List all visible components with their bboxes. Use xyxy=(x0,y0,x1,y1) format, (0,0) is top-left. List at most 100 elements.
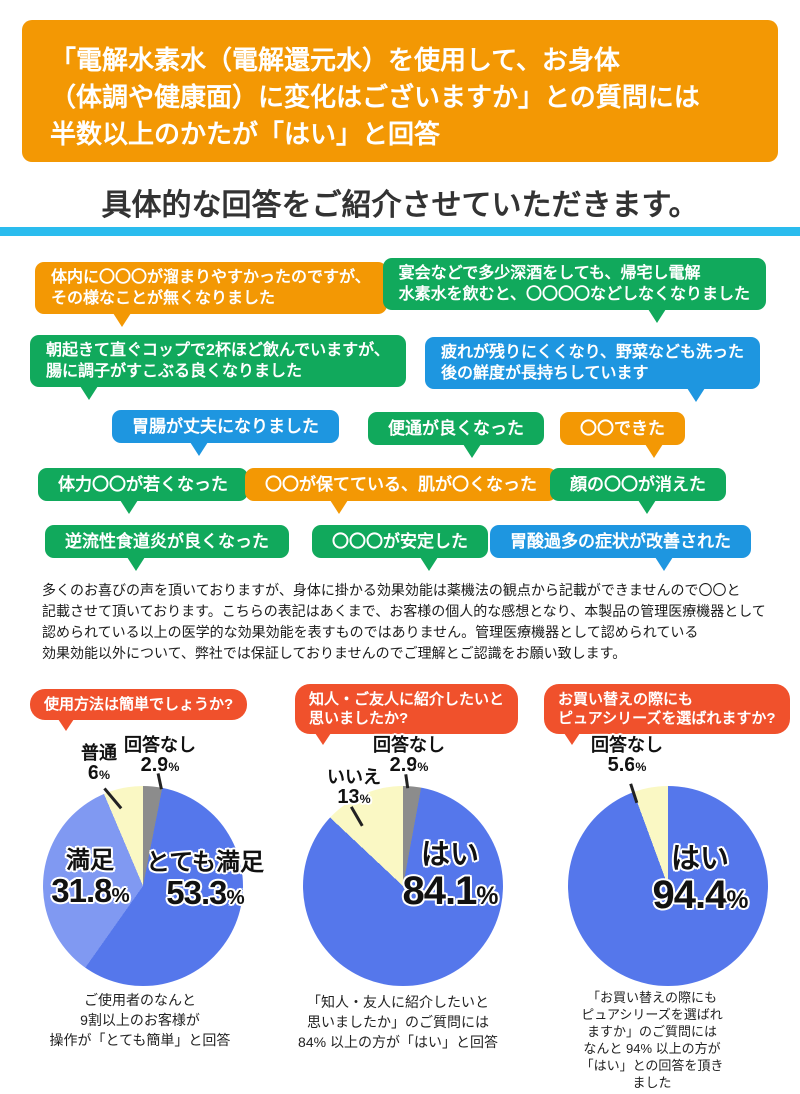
bubble-tail xyxy=(190,442,208,456)
pie-chart-repurchase xyxy=(568,786,768,986)
bubble-tail xyxy=(647,309,666,323)
bubble-tail xyxy=(686,388,705,402)
slice-value-number: 84.1 xyxy=(402,869,478,913)
chart2-caption: 「知人・友人に紹介したいと 思いましたか」のご質問には 84% 以上の方が「はい… xyxy=(298,994,498,1050)
slice-name: はい xyxy=(420,839,480,871)
slice-value: 94.4% xyxy=(652,873,749,921)
slice-value: 13% xyxy=(327,787,381,810)
testimonial-bubble: 逆流性食道炎が良くなった xyxy=(45,525,289,571)
pie3-label-yes: はい 94.4% xyxy=(652,843,749,921)
slice-value-number: 13 xyxy=(337,786,360,808)
testimonial-bubble: 胃酸過多の症状が改善された xyxy=(490,525,751,571)
slice-name: はい xyxy=(670,843,730,875)
slice-value: 6% xyxy=(81,763,117,786)
ribbon-tail xyxy=(315,733,331,745)
testimonial-text: 体力〇〇が若くなった xyxy=(58,475,228,494)
slice-value-number: 31.8 xyxy=(51,872,112,909)
slice-value-number: 53.3 xyxy=(166,874,227,911)
disclaimer-text: 多くのお喜びの声を頂いておりますが、身体に掛かる効果効能は薬機法の観点から記載が… xyxy=(42,582,766,661)
section-title: 具体的な回答をご紹介させていただきます。 xyxy=(101,189,699,222)
pie3-label-no-answer: 回答なし 5.6% xyxy=(591,736,663,778)
testimonial-text: 宴会などで多少深酒をしても、帰宅し電解 水素水を飲むと、〇〇〇〇などしなくなりま… xyxy=(398,265,750,303)
slice-value-number: 5.6 xyxy=(607,754,636,776)
slice-value-number: 2.9 xyxy=(389,754,418,776)
bubble-tail xyxy=(420,557,438,571)
slice-name: 満足 xyxy=(65,847,114,874)
testimonial-bubble: 疲れが残りにくくなり、野菜なども洗った 後の鮮度が長持ちしています xyxy=(424,337,760,402)
pie-chart-recommend xyxy=(303,786,503,986)
slice-name: 回答なし xyxy=(591,735,663,755)
testimonial-text: 便通が良くなった xyxy=(388,419,524,438)
testimonial-bubble: 〇〇〇が安定した xyxy=(312,525,488,571)
chart-question-text: 使用方法は簡単でしょうか? xyxy=(44,696,234,713)
bubble-tail xyxy=(645,444,663,458)
bubble-tail xyxy=(120,500,138,514)
pie-chart-usability xyxy=(43,786,243,986)
percent-sign: % xyxy=(226,886,245,909)
slice-name: とても満足 xyxy=(145,849,265,876)
percent-sign: % xyxy=(359,792,371,806)
testimonial-text: 逆流性食道炎が良くなった xyxy=(65,532,269,551)
testimonial-bubble: 顔の〇〇が消えた xyxy=(550,468,726,514)
testimonial-bubble: 体内に〇〇〇が溜まりやすかったのですが、 その様なことが無くなりました xyxy=(35,262,387,327)
testimonial-text: 〇〇が保てている、肌が〇くなった xyxy=(265,475,537,494)
chart1-caption: ご使用者のなんと 9割以上のお客様が 操作が「とても簡単」と回答 xyxy=(49,992,231,1048)
testimonial-text: 胃腸が丈夫になりました xyxy=(132,417,319,436)
testimonial-bubble: 〇〇が保てている、肌が〇くなった xyxy=(245,468,557,514)
percent-sign: % xyxy=(111,884,130,907)
slice-value: 5.6% xyxy=(591,755,663,778)
testimonial-bubble: 朝起きて直ぐコップで2杯ほど飲んでいますが、 腸に調子がすこぶる良くなりました xyxy=(30,335,406,400)
testimonial-text: 朝起きて直ぐコップで2杯ほど飲んでいますが、 腸に調子がすこぶる良くなりました xyxy=(46,342,390,380)
bubble-tail xyxy=(655,557,673,571)
testimonial-bubble: 胃腸が丈夫になりました xyxy=(112,410,339,456)
bubble-tail xyxy=(638,500,656,514)
percent-sign: % xyxy=(635,760,647,774)
chart-question-text: 知人・ご友人に紹介したいと 思いましたか? xyxy=(309,691,505,727)
pie2-label-no: いいえ 13% xyxy=(327,768,381,810)
chart2-question-ribbon: 知人・ご友人に紹介したいと 思いましたか? xyxy=(295,684,519,745)
slice-value-number: 94.4 xyxy=(652,873,728,917)
percent-sign: % xyxy=(168,760,180,774)
slice-value: 53.3% xyxy=(146,876,264,915)
headline-banner: 「電解水素水（電解還元水）を使用して、お身体 （体調や健康面）に変化はございます… xyxy=(22,20,778,162)
slice-value-number: 6 xyxy=(87,762,100,784)
percent-sign: % xyxy=(99,768,111,782)
testimonial-bubble: 便通が良くなった xyxy=(368,412,544,458)
testimonial-text: 疲れが残りにくくなり、野菜なども洗った 後の鮮度が長持ちしています xyxy=(440,344,744,382)
slice-value: 2.9% xyxy=(373,755,445,778)
pie1-label-very-satisfied: とても満足 53.3% xyxy=(146,849,264,915)
bubble-tail xyxy=(463,444,481,458)
slice-name: 普通 xyxy=(81,743,117,763)
slice-name: 回答なし xyxy=(373,735,445,755)
testimonial-bubble: 体力〇〇が若くなった xyxy=(38,468,248,514)
chart3-caption: 「お買い替えの際にも ピュアシリーズを選ばれ ますか」のご質問には なんと 94… xyxy=(580,990,724,1090)
pie1-label-satisfied: 満足 31.8% xyxy=(51,847,130,913)
chart3-question-ribbon: お買い替えの際にも ピュアシリーズを選ばれますか? xyxy=(544,684,790,745)
slice-value: 2.9% xyxy=(124,755,196,778)
slice-value: 84.1% xyxy=(402,869,499,917)
percent-sign: % xyxy=(476,883,498,910)
slice-value: 31.8% xyxy=(51,872,130,913)
testimonial-bubble: 〇〇できた xyxy=(560,412,685,458)
chart1-question-ribbon: 使用方法は簡単でしょうか? xyxy=(30,689,248,731)
percent-sign: % xyxy=(726,887,748,914)
chart-question-text: お買い替えの際にも ピュアシリーズを選ばれますか? xyxy=(558,691,776,727)
testimonial-text: 〇〇〇が安定した xyxy=(332,532,468,551)
divider-bar xyxy=(0,227,800,236)
bubble-tail xyxy=(127,557,145,571)
bubble-tail xyxy=(80,386,98,400)
percent-sign: % xyxy=(417,760,429,774)
pie2-label-yes: はい 84.1% xyxy=(402,839,499,917)
testimonial-text: 胃酸過多の症状が改善された xyxy=(510,532,731,551)
pie2-label-no-answer: 回答なし 2.9% xyxy=(373,736,445,778)
bubble-tail xyxy=(330,500,348,514)
ribbon-tail xyxy=(564,733,580,745)
slice-value-number: 2.9 xyxy=(140,754,169,776)
testimonial-bubble: 宴会などで多少深酒をしても、帰宅し電解 水素水を飲むと、〇〇〇〇などしなくなりま… xyxy=(382,258,766,323)
pie1-label-no-answer: 回答なし 2.9% xyxy=(124,736,196,778)
testimonial-text: 顔の〇〇が消えた xyxy=(570,475,706,494)
bubble-tail xyxy=(113,313,131,327)
testimonial-text: 〇〇できた xyxy=(580,419,665,438)
pie1-label-normal: 普通 6% xyxy=(81,744,117,786)
